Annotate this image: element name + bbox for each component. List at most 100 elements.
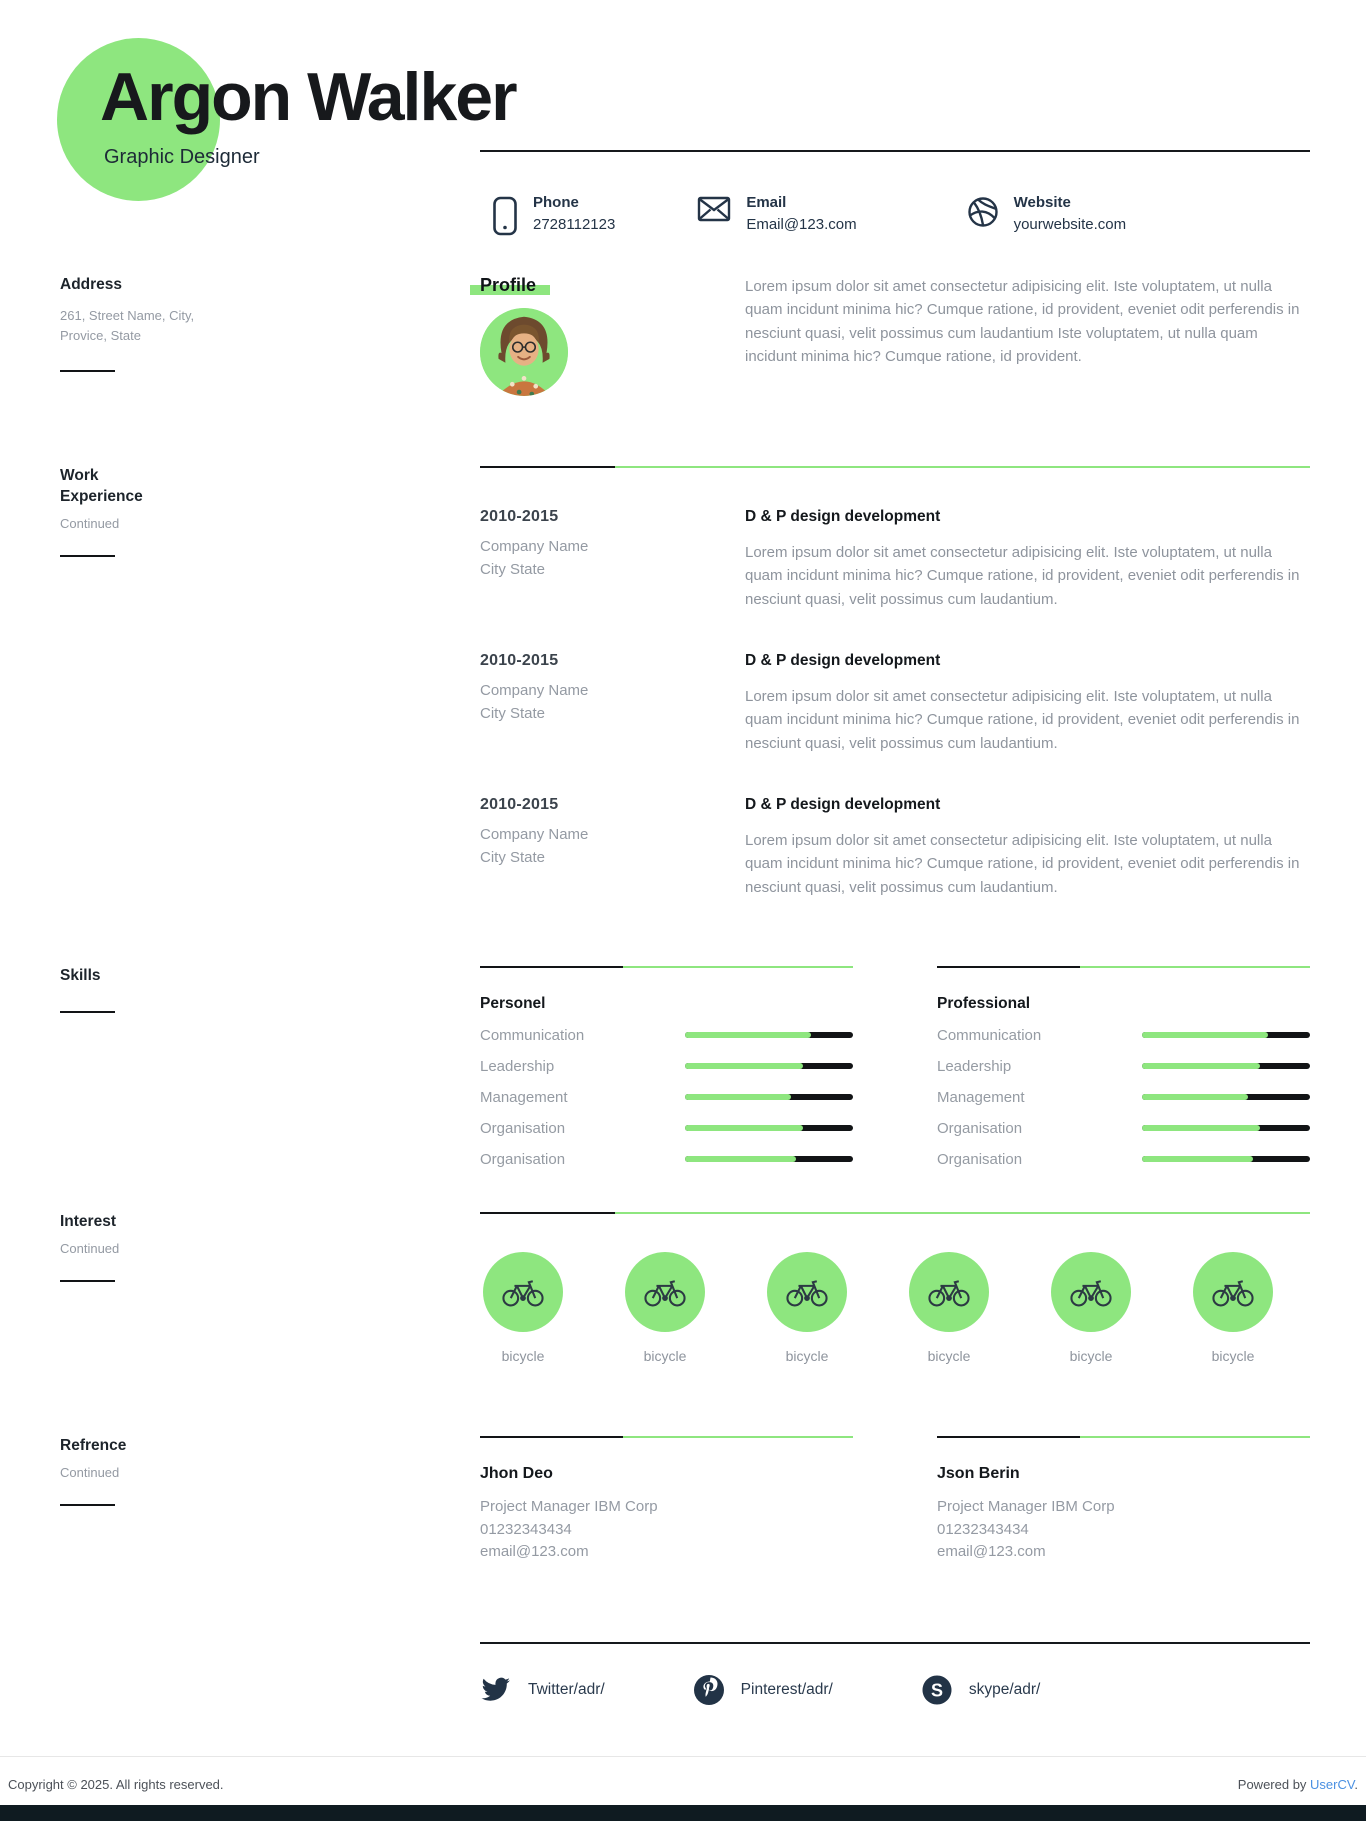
work-location: City State (480, 704, 546, 722)
email-value[interactable]: Email@123.com (746, 216, 857, 233)
contact-row: Phone 2728112123 Email Email@123.com (480, 194, 1310, 236)
social-label: Twitter/adr/ (528, 1680, 605, 1698)
reference-phone: 01232343434 (937, 1520, 1029, 1538)
website-icon (967, 196, 999, 228)
work-location: City State (480, 560, 546, 578)
usercv-link[interactable]: UserCV (1310, 1777, 1355, 1792)
contact-website: Website yourwebsite.com (967, 194, 1127, 236)
interest-section-divider (480, 1212, 1310, 1214)
skill-bar-fill (1142, 1032, 1268, 1038)
skill-bar (685, 1063, 853, 1069)
skills-column-heading: Professional (937, 995, 1031, 1012)
skills-column-professional: Professional Communication Leadership Ma… (937, 966, 1310, 1168)
svg-text:S: S (931, 1680, 943, 1700)
work-entry: 2010-2015 Company Name City State D & P … (480, 796, 1310, 900)
skill-label: Communication (937, 1026, 1042, 1044)
skills-column-heading: Personel (480, 995, 546, 1012)
interest-underline (60, 1279, 115, 1282)
reference-column-divider (937, 1436, 1310, 1438)
phone-value[interactable]: 2728112123 (533, 216, 616, 233)
skill-bar (685, 1156, 853, 1162)
interest-item: bicycle (764, 1252, 850, 1364)
social-link-twitter[interactable]: Twitter/adr/ (480, 1676, 605, 1704)
sidebar-interest: Interest Continued (60, 1212, 480, 1364)
interest-label: bicycle (927, 1348, 971, 1364)
profile-heading: Profile (470, 275, 551, 296)
reference-email[interactable]: email@123.com (480, 1543, 589, 1560)
website-value[interactable]: yourwebsite.com (1013, 216, 1127, 233)
copyright-text: Copyright © 2025. All rights reserved. (8, 1777, 224, 1792)
reference-name: Json Berin (937, 1465, 1020, 1482)
skill-bar-fill (685, 1032, 811, 1038)
person-job-title: Graphic Designer (104, 146, 260, 168)
bicycle-icon (909, 1252, 989, 1332)
skill-bar (1142, 1063, 1310, 1069)
reference-card: Jhon Deo Project Manager IBM Corp 012323… (480, 1436, 853, 1564)
skill-bar (1142, 1094, 1310, 1100)
work-location: City State (480, 848, 546, 866)
social-row: Twitter/adr/ Pinterest/adr/ S skype/adr/ (480, 1674, 1310, 1706)
skill-row: Leadership (937, 1057, 1310, 1075)
interest-continued: Continued (60, 1240, 120, 1256)
skills-column-divider (480, 966, 853, 968)
work-continued: Continued (60, 515, 120, 531)
interest-label: bicycle (501, 1348, 545, 1364)
work-section-divider (480, 466, 1310, 468)
header: Argon Walker Graphic Designer Phone 2728… (0, 0, 1366, 245)
skill-label: Management (480, 1088, 568, 1106)
profile-text: Lorem ipsum dolor sit amet consectetur a… (745, 278, 1300, 365)
interest-item: bicycle (622, 1252, 708, 1364)
skill-bar-fill (685, 1156, 796, 1162)
skill-row: Organisation (480, 1150, 853, 1168)
interest-item: bicycle (1190, 1252, 1276, 1364)
skills-column-divider (937, 966, 1310, 968)
reference-email[interactable]: email@123.com (937, 1543, 1046, 1560)
skill-bar-fill (1142, 1125, 1260, 1131)
skill-bar-fill (685, 1094, 791, 1100)
skill-label: Organisation (937, 1150, 1023, 1168)
section-skills: Skills Personel Communication Leadership… (0, 966, 1366, 1168)
reference-card: Json Berin Project Manager IBM Corp 0123… (937, 1436, 1310, 1564)
sidebar-work-experience: Work Experience Continued (60, 466, 480, 900)
section-interest: Interest Continued bicycle bicycle (0, 1212, 1366, 1364)
interest-row: bicycle bicycle bicycle bicycle (480, 1252, 1310, 1364)
social-label: Pinterest/adr/ (740, 1680, 833, 1698)
skill-bar (685, 1094, 853, 1100)
work-company: Company Name (480, 682, 589, 699)
profile-photo (480, 308, 568, 396)
powered-by-text: Powered by UserCV. (1238, 1777, 1358, 1792)
work-company: Company Name (480, 826, 589, 843)
skill-row: Management (480, 1088, 853, 1106)
footer: Copyright © 2025. All rights reserved. P… (0, 1756, 1366, 1821)
reference-role: Project Manager IBM Corp (480, 1498, 658, 1515)
bicycle-icon (625, 1252, 705, 1332)
work-company: Company Name (480, 538, 589, 555)
twitter-icon (480, 1676, 512, 1704)
skill-bar (1142, 1156, 1310, 1162)
work-entry: 2010-2015 Company Name City State D & P … (480, 652, 1310, 756)
reference-column-divider (480, 1436, 853, 1438)
interest-item: bicycle (1048, 1252, 1134, 1364)
skill-row: Leadership (480, 1057, 853, 1075)
header-divider (480, 150, 1310, 152)
skill-row: Communication (937, 1026, 1310, 1044)
skill-bar (1142, 1125, 1310, 1131)
interest-label: bicycle (643, 1348, 687, 1364)
address-underline (60, 370, 115, 373)
social-section-divider (480, 1641, 1310, 1644)
footer-bottom-strip (0, 1805, 1366, 1821)
skill-label: Management (937, 1088, 1025, 1106)
reference-continued: Continued (60, 1464, 120, 1480)
work-job-title: D & P design development (745, 652, 941, 669)
skill-row: Communication (480, 1026, 853, 1044)
hero-accent-circle (57, 38, 220, 201)
social-link-pinterest[interactable]: Pinterest/adr/ (693, 1674, 833, 1706)
social-link-skype[interactable]: S skype/adr/ (921, 1674, 1040, 1706)
work-description: Lorem ipsum dolor sit amet consectetur a… (745, 688, 1300, 752)
contact-phone: Phone 2728112123 (492, 194, 615, 236)
skype-icon: S (921, 1674, 953, 1706)
skill-label: Organisation (480, 1119, 566, 1137)
reference-name: Jhon Deo (480, 1465, 553, 1482)
phone-label: Phone (533, 194, 579, 211)
work-entry: 2010-2015 Company Name City State D & P … (480, 508, 1310, 612)
